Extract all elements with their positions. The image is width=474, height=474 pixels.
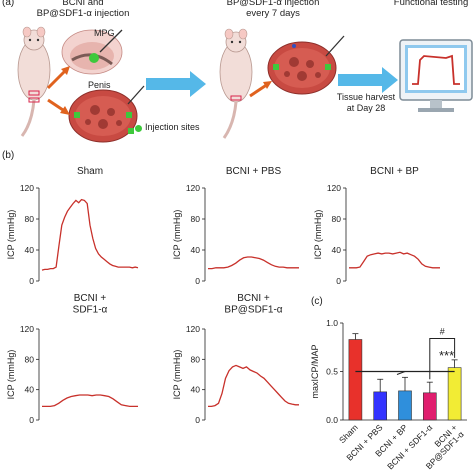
injection-site-icon — [135, 125, 142, 132]
chart-title: BCNI + PBS — [226, 166, 282, 177]
y-tick-label: 80 — [191, 214, 201, 224]
icp-trace — [208, 256, 299, 270]
chart-title: BCNI + SDF1-α — [73, 293, 108, 316]
y-axis-label: ICP (mmHg) — [172, 350, 182, 400]
y-axis-label: ICP (mmHg) — [6, 350, 16, 400]
y-tick-label: 120 — [20, 183, 34, 193]
tissue-harvest-caption: Tissue harvest at Day 28 — [336, 92, 396, 113]
panel-a-illustration — [17, 26, 473, 143]
y-tick-label: 120 — [186, 183, 200, 193]
chart-title: BCNI + BP@SDF1-α — [224, 293, 282, 316]
y-axis-label: ICP (mmHg) — [6, 210, 16, 260]
penis-cross-section — [68, 85, 145, 143]
y-tick-label: 0 — [29, 276, 34, 286]
y-tick-label: 40 — [25, 245, 35, 255]
penis-label: Penis — [88, 80, 111, 90]
y-tick-label: 120 — [327, 183, 341, 193]
y-tick-label: 120 — [186, 324, 200, 334]
bar — [373, 391, 388, 421]
y-axis-label: maxICP/MAP — [310, 344, 320, 398]
icp-trace — [349, 251, 440, 269]
chart-title: Sham — [77, 166, 103, 177]
hash-annotation: # — [440, 327, 445, 337]
y-tick-label: 0 — [29, 415, 34, 425]
y-axis-label: ICP (mmHg) — [172, 210, 182, 260]
y-tick-label: 80 — [332, 214, 342, 224]
y-tick-label: 40 — [191, 385, 201, 395]
category-label: Sham — [337, 422, 360, 445]
y-tick-label: 40 — [25, 385, 35, 395]
panel-c-label: (c) — [311, 296, 323, 307]
hash-bracket — [429, 338, 456, 380]
y-tick-label: 40 — [191, 245, 201, 255]
bar — [447, 367, 462, 421]
y-tick-label: 80 — [25, 214, 35, 224]
penis-cross-section-2 — [267, 35, 345, 95]
bar — [398, 390, 412, 421]
bar — [348, 339, 363, 421]
y-tick-label: 80 — [25, 354, 35, 364]
y-tick-label: 80 — [191, 354, 201, 364]
y-tick-label: 1.0 — [326, 318, 338, 328]
y-tick-label: 0 — [195, 415, 200, 425]
y-tick-label: 120 — [20, 324, 34, 334]
injection-sites-label: Injection sites — [145, 122, 200, 132]
bar — [422, 392, 437, 421]
step2-caption: BP@SDF1-α injection every 7 days — [226, 0, 320, 19]
y-tick-label: 0.5 — [326, 367, 338, 377]
icp-trace — [41, 198, 139, 271]
chart-title: BCNI + BP — [370, 166, 419, 177]
mpg-inset — [61, 29, 123, 75]
star-annotation: *** — [439, 348, 454, 363]
rat-2-illustration — [219, 28, 253, 139]
y-axis-label: ICP (mmHg) — [313, 210, 323, 260]
functional-caption: Functional testing — [393, 0, 469, 8]
significance-tick — [396, 371, 406, 375]
icp-trace — [42, 394, 138, 408]
panel-b-label: (b) — [2, 150, 15, 161]
y-tick-label: 0.0 — [326, 415, 338, 425]
y-tick-label: 40 — [332, 245, 342, 255]
step1-caption: BCNI and BP@SDF1-α injection — [36, 0, 130, 19]
panel-a-label: (a) — [2, 0, 15, 8]
mpg-label: MPG — [94, 28, 115, 38]
rat-1-illustration — [17, 26, 51, 137]
y-tick-label: 0 — [336, 276, 341, 286]
y-tick-label: 0 — [195, 276, 200, 286]
monitor-icon — [399, 39, 473, 112]
icp-trace — [208, 364, 299, 408]
